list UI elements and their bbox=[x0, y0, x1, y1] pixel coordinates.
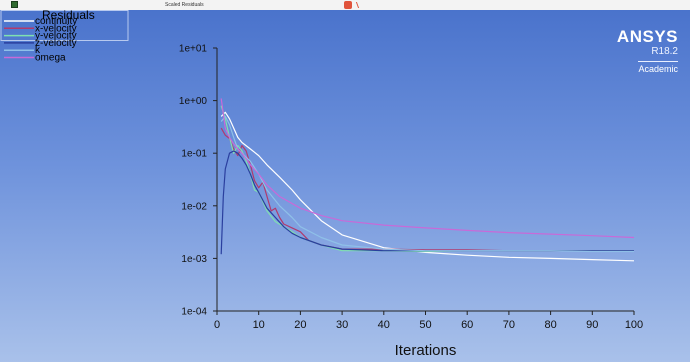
x-tick-label: 0 bbox=[214, 319, 220, 331]
legend: Residualscontinuityx-velocityy-velocityz… bbox=[0, 8, 129, 64]
graphics-canvas[interactable]: ANSYS R18.2 Academic bbox=[0, 10, 690, 362]
brand-version: R18.2 bbox=[651, 46, 678, 57]
series-line-y-velocity bbox=[220, 105, 634, 253]
x-tick-label: 90 bbox=[586, 319, 598, 331]
brand-edition: Academic bbox=[638, 61, 678, 75]
x-tick-label: 60 bbox=[461, 319, 473, 331]
window-title: Scaled Residuals bbox=[165, 2, 204, 8]
x-tick-label: 30 bbox=[336, 319, 348, 331]
x-tick-label: 50 bbox=[419, 319, 431, 331]
plot-axes: 1e-04 1e-03 1e-02 1e-01 1e+00 1e+01 0 10 20 30 40 5… bbox=[179, 44, 643, 360]
legend-title: Residuals bbox=[42, 8, 95, 22]
y-tick-label: 1e+01 bbox=[179, 44, 208, 55]
x-tick-label: 70 bbox=[503, 319, 515, 331]
y-tick-label: 1e-03 bbox=[181, 254, 207, 265]
brand-name: ANSYS bbox=[616, 27, 678, 46]
x-tick-label: 80 bbox=[544, 319, 556, 331]
series-line-z-velocity bbox=[220, 150, 634, 255]
y-tick-label: 1e-01 bbox=[181, 149, 207, 160]
x-tick-label: 10 bbox=[253, 319, 265, 331]
close-icon[interactable] bbox=[344, 1, 352, 9]
x-tick-label: 40 bbox=[378, 319, 390, 331]
series-line-x-velocity bbox=[220, 127, 634, 252]
ansys-brand: ANSYS R18.2 Academic bbox=[617, 28, 678, 77]
legend-entry-continuity: continuity bbox=[35, 16, 77, 27]
legend-entry-omega: omega bbox=[35, 53, 66, 64]
legend-entry-x-velocity: x-velocity bbox=[35, 23, 77, 34]
y-tick-label: 1e-04 bbox=[181, 307, 207, 318]
legend-entry-k: k bbox=[35, 45, 41, 56]
y-tick-label: 1e+00 bbox=[179, 96, 208, 107]
series-line-k bbox=[220, 115, 634, 253]
plot-series bbox=[220, 98, 635, 262]
legend-box bbox=[0, 10, 129, 41]
series-line-continuity bbox=[220, 111, 635, 262]
legend-entry-z-velocity: z-velocity bbox=[35, 38, 77, 49]
app-icon bbox=[11, 1, 18, 8]
x-tick-label: 20 bbox=[294, 319, 306, 331]
legend-entry-y-velocity: y-velocity bbox=[35, 31, 77, 42]
series-line-omega bbox=[220, 98, 635, 239]
x-axis-label: Iterations bbox=[395, 342, 457, 359]
y-tick-label: 1e-02 bbox=[181, 201, 207, 212]
x-tick-label: 100 bbox=[625, 319, 643, 331]
